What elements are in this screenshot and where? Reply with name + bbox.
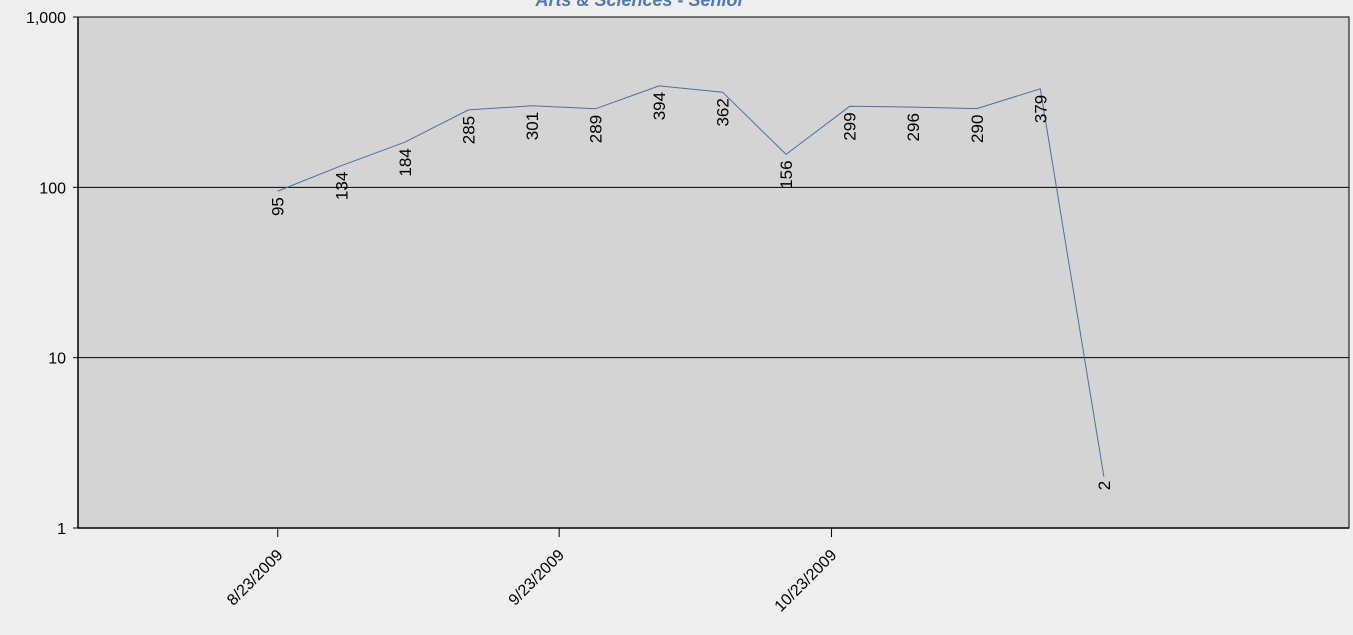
x-axis-ticks: 8/23/2009 9/23/2009 10/23/2009 xyxy=(224,528,840,615)
y-tick-label: 1,000 xyxy=(26,10,66,27)
series-line xyxy=(277,85,1105,477)
data-label: 379 xyxy=(1031,95,1050,123)
plot-area xyxy=(78,17,1349,528)
y-tick-label: 10 xyxy=(48,351,66,368)
data-label: 95 xyxy=(269,197,288,216)
data-label: 362 xyxy=(714,98,733,126)
data-label: 290 xyxy=(968,115,987,143)
data-label: 184 xyxy=(396,148,415,176)
y-tick-label: 1 xyxy=(57,521,66,538)
data-label: 299 xyxy=(841,112,860,140)
y-tick-label: 100 xyxy=(39,180,66,197)
data-label: 394 xyxy=(650,92,669,120)
data-label: 2 xyxy=(1095,481,1114,490)
gridlines xyxy=(78,186,1349,359)
data-label: 285 xyxy=(459,116,478,144)
chart-title: Arts & Sciences - Senior xyxy=(534,0,745,10)
data-label: 156 xyxy=(777,160,796,188)
y-axis-ticks: 1 10 100 1,000 xyxy=(26,10,78,538)
data-label: 134 xyxy=(332,172,351,200)
data-label: 301 xyxy=(523,112,542,140)
data-label: 296 xyxy=(904,113,923,141)
data-labels: 95 134 184 285 301 289 394 362 156 299 296 290 379 2 xyxy=(269,92,1114,490)
axes xyxy=(77,16,1350,529)
x-tick-label: 8/23/2009 xyxy=(224,547,286,609)
data-label: 289 xyxy=(586,115,605,143)
x-tick-label: 9/23/2009 xyxy=(506,547,568,609)
x-tick-label: 10/23/2009 xyxy=(772,547,841,616)
